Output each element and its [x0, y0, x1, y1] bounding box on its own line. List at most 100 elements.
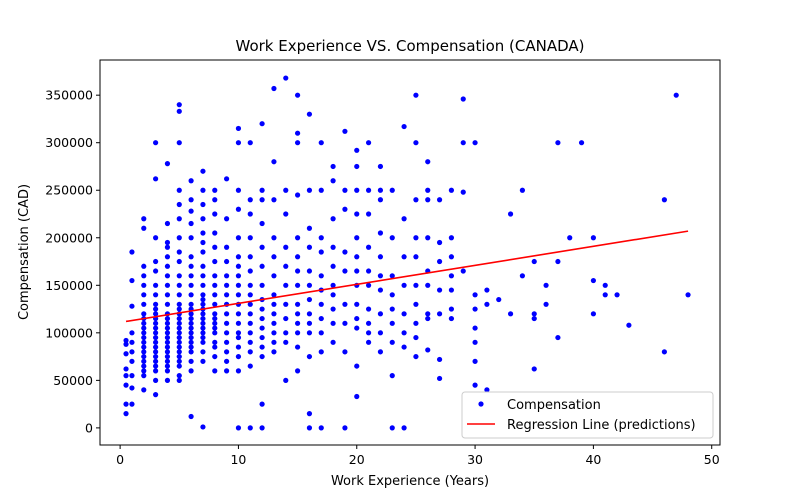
- scatter-point: [129, 339, 135, 345]
- regression-line: [125, 230, 689, 323]
- scatter-point: [330, 244, 336, 250]
- scatter-point: [342, 206, 348, 212]
- scatter-point: [212, 330, 218, 336]
- scatter-point: [235, 334, 242, 341]
- scatter-point: [176, 330, 182, 336]
- scatter-point: [294, 92, 301, 98]
- scatter-point: [153, 358, 159, 364]
- x-tick-label: 50: [704, 452, 720, 467]
- scatter-point: [141, 353, 147, 360]
- scatter-point: [283, 301, 289, 307]
- scatter-point: [129, 330, 135, 336]
- scatter-point: [200, 315, 206, 322]
- scatter-point: [448, 306, 455, 312]
- scatter-point: [507, 211, 514, 217]
- scatter-point: [354, 235, 360, 241]
- scatter-point: [247, 292, 253, 298]
- scatter-point: [153, 292, 159, 298]
- scatter-point: [188, 208, 194, 214]
- scatter-point: [141, 225, 147, 231]
- scatter-point: [377, 311, 384, 317]
- scatter-point: [507, 311, 514, 317]
- scatter-point: [164, 282, 171, 288]
- scatter-point: [176, 353, 182, 360]
- scatter-point: [153, 301, 159, 307]
- scatter-point: [200, 424, 206, 430]
- scatter-point: [123, 373, 129, 379]
- scatter-point: [425, 235, 431, 241]
- scatter-point: [377, 187, 384, 193]
- scatter-point: [224, 258, 230, 265]
- scatter-point: [200, 325, 206, 331]
- scatter-point: [413, 334, 419, 341]
- scatter-point: [141, 349, 147, 355]
- scatter-point: [389, 373, 395, 379]
- scatter-point: [164, 239, 171, 246]
- scatter-point: [283, 339, 289, 345]
- scatter-point: [164, 263, 171, 269]
- scatter-point: [673, 92, 679, 98]
- scatter-point: [200, 230, 206, 236]
- scatter-point: [306, 311, 313, 317]
- scatter-point: [342, 425, 348, 431]
- scatter-point: [413, 140, 419, 146]
- scatter-point: [460, 140, 466, 146]
- scatter-point: [176, 258, 182, 265]
- legend-label-regression: Regression Line (predictions): [507, 418, 696, 433]
- scatter-point: [472, 292, 478, 298]
- scatter-point: [123, 337, 129, 344]
- scatter-point: [224, 292, 230, 298]
- scatter-point: [448, 235, 455, 241]
- scatter-point: [389, 339, 395, 345]
- scatter-point: [164, 315, 171, 322]
- scatter-point: [164, 339, 171, 345]
- scatter-point: [401, 123, 407, 130]
- scatter-point: [294, 235, 301, 241]
- legend: Compensation Regression Line (prediction…: [461, 391, 714, 439]
- scatter-point: [318, 330, 324, 336]
- scatter-point: [200, 339, 206, 345]
- scatter-point: [247, 254, 253, 260]
- y-tick-label: 300000: [45, 135, 93, 150]
- scatter-point: [354, 163, 360, 170]
- scatter-point: [129, 373, 135, 379]
- scatter-point: [413, 254, 419, 260]
- scatter-point: [602, 282, 608, 288]
- scatter-point: [200, 239, 206, 246]
- scatter-point: [153, 320, 159, 326]
- scatter-point: [235, 344, 242, 350]
- scatter-point: [294, 368, 301, 374]
- scatter-point: [425, 282, 431, 288]
- scatter-point: [354, 211, 360, 217]
- scatter-point: [224, 216, 230, 222]
- scatter-point: [235, 254, 242, 260]
- scatter-point: [235, 311, 242, 317]
- scatter-point: [176, 187, 182, 193]
- scatter-point: [354, 147, 360, 153]
- scatter-point: [247, 311, 253, 317]
- scatter-point: [224, 320, 230, 326]
- scatter-point: [271, 85, 277, 92]
- x-tick-label: 40: [585, 452, 601, 467]
- scatter-point: [271, 292, 277, 298]
- scatter-point: [176, 249, 182, 255]
- scatter-point: [365, 330, 372, 336]
- scatter-point: [200, 249, 206, 255]
- scatter-point: [354, 254, 360, 260]
- scatter-point: [425, 159, 431, 165]
- scatter-point: [283, 211, 289, 217]
- scatter-point: [188, 339, 194, 345]
- scatter-point: [153, 140, 159, 146]
- scatter-point: [436, 375, 443, 382]
- scatter-point: [164, 220, 171, 227]
- scatter-point: [164, 325, 171, 331]
- scatter-point: [460, 96, 466, 102]
- scatter-point: [200, 168, 206, 174]
- scatter-point: [330, 282, 336, 288]
- scatter-point: [283, 75, 289, 81]
- scatter-point: [188, 263, 194, 269]
- scatter-point: [212, 211, 218, 217]
- scatter-point: [153, 176, 159, 182]
- scatter-point: [141, 311, 147, 317]
- scatter-point: [212, 325, 218, 331]
